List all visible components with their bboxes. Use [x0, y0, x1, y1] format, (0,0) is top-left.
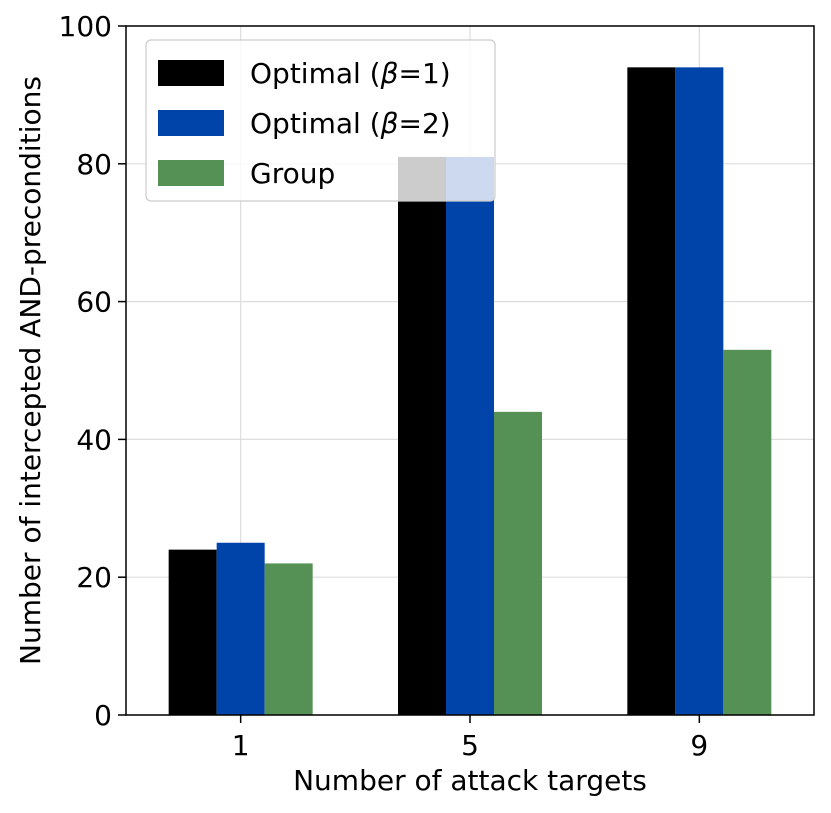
y-tick-label: 100	[59, 10, 112, 43]
bars	[168, 67, 772, 716]
x-tick-label: 5	[461, 729, 479, 762]
legend-swatch	[158, 160, 224, 186]
bar-series-0-cat-2	[627, 67, 676, 716]
legend-entry-label: Group	[250, 157, 335, 190]
bar-series-2-cat-1	[494, 411, 542, 715]
bar-series-1-cat-1	[446, 156, 494, 715]
x-tick-label: 9	[690, 729, 708, 762]
bar-series-0-cat-0	[168, 549, 217, 715]
y-tick-label: 60	[76, 286, 112, 319]
y-tick-label: 20	[76, 561, 112, 594]
y-axis-label: Number of intercepted AND-preconditions	[14, 76, 47, 665]
legend-entry-label: Optimal (β=1)	[250, 57, 451, 90]
bar-series-1-cat-0	[216, 542, 265, 715]
y-axis: 0 20 40 60 80 100	[59, 10, 126, 732]
bar-series-1-cat-2	[675, 67, 724, 716]
legend-swatch	[158, 60, 224, 86]
legend-swatch	[158, 110, 224, 136]
bar-series-0-cat-1	[398, 156, 446, 715]
y-tick-label: 0	[94, 699, 112, 732]
legend: Optimal (β=1) Optimal (β=2) Group	[145, 39, 496, 202]
y-tick-label: 40	[76, 423, 112, 456]
legend-entry-label: Optimal (β=2)	[250, 107, 451, 140]
legend-box	[145, 39, 496, 202]
bar-series-2-cat-2	[723, 349, 772, 715]
x-axis-label: Number of attack targets	[293, 764, 647, 797]
x-axis: 1 5 9	[232, 715, 708, 762]
x-tick-label: 1	[232, 729, 250, 762]
y-tick-label: 80	[76, 148, 112, 181]
bar-series-2-cat-0	[264, 563, 313, 715]
